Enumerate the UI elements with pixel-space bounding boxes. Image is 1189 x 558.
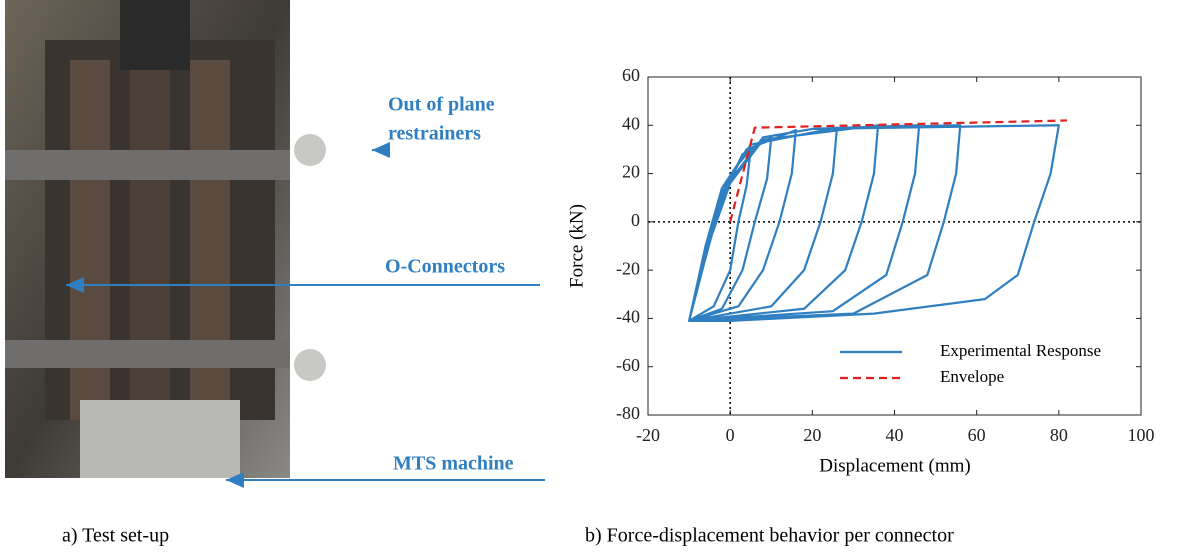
- x-tick-label: 100: [1128, 425, 1155, 445]
- series-line: [729, 119, 1068, 223]
- annotation: Out of plane: [388, 94, 495, 116]
- annotation: restrainers: [388, 123, 481, 145]
- legend-label: Experimental Response: [940, 341, 1101, 360]
- x-tick-label: -20: [636, 425, 660, 445]
- x-tick-label: 80: [1050, 425, 1068, 445]
- y-tick-label: 20: [622, 162, 640, 182]
- plot-frame: [647, 76, 1142, 416]
- photo: [5, 0, 326, 478]
- plot: -20 0 20 40 60 80 100 -80 -60 -40 -20 0 20 40 60 Experi…: [616, 65, 1155, 445]
- x-tick-label: 0: [726, 425, 735, 445]
- x-tick-label: 60: [968, 425, 986, 445]
- annotation: O-Connectors: [385, 256, 505, 278]
- y-tick-label: 60: [622, 65, 640, 85]
- series-line: [687, 124, 1060, 322]
- y-tick-label: 40: [622, 113, 640, 133]
- y-tick-label: 0: [631, 210, 640, 230]
- y-tick-label: -20: [616, 258, 640, 278]
- caption: b) Force-displacement behavior per conne…: [585, 525, 954, 547]
- x-tick-label: 20: [803, 425, 821, 445]
- y-tick-label: -60: [616, 355, 640, 375]
- x-axis-label: Displacement (mm): [819, 455, 970, 476]
- annotation: MTS machine: [393, 453, 514, 475]
- y-axis-label: Force (kN): [566, 204, 587, 288]
- caption: a) Test set-up: [62, 525, 169, 547]
- y-tick-label: -80: [616, 403, 640, 423]
- legend-label: Envelope: [940, 367, 1004, 386]
- y-tick-label: -40: [616, 307, 640, 327]
- x-tick-label: 40: [886, 425, 904, 445]
